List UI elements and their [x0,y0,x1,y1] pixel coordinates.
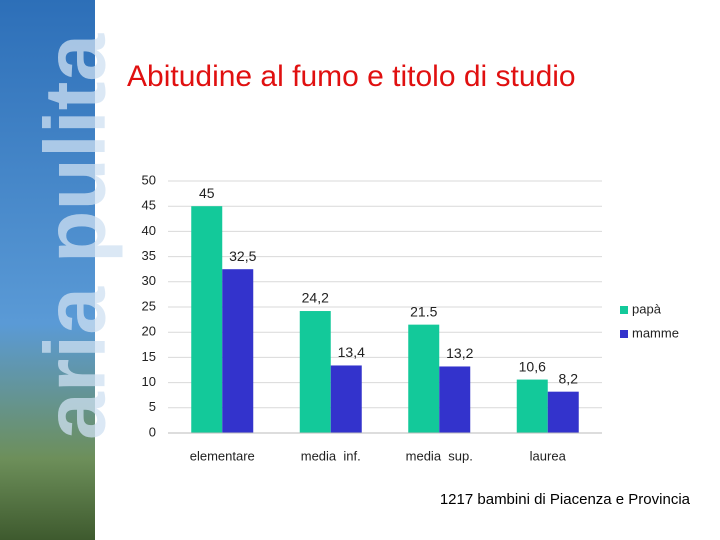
bar [330,365,362,433]
y-tick-label: 40 [142,223,156,238]
value-label: 24,2 [302,290,329,306]
y-tick-label: 20 [142,324,156,339]
value-label: 8,2 [559,370,579,386]
y-tick-label: 25 [142,298,156,313]
value-label: 13,2 [446,345,473,361]
y-tick-label: 0 [149,424,156,439]
sidebar-text: aria pulita [28,33,124,440]
annotation: 1217 bambini di Piacenza e Provincia [440,491,691,508]
value-label: 10,6 [519,358,546,374]
y-tick-label: 50 [142,172,156,187]
legend-label: papà [632,301,662,316]
value-label: 32,5 [229,248,256,264]
y-tick-label: 10 [142,374,156,389]
legend-swatch [620,306,628,314]
bar [222,269,254,433]
bar [191,206,223,433]
sidebar-background [0,0,95,540]
x-tick-label: media inf. [301,448,361,463]
x-tick-label: elementare [190,448,255,463]
y-tick-label: 5 [149,399,156,414]
y-tick-label: 30 [142,273,156,288]
value-label: 21.5 [410,303,437,319]
y-tick-label: 35 [142,248,156,263]
chart-title: Abitudine al fumo e titolo di studio [127,60,576,93]
x-tick-label: media sup. [406,448,473,463]
y-tick-label: 45 [142,198,156,213]
bar [547,391,579,433]
bar [408,324,440,433]
x-tick-label: laurea [530,448,567,463]
y-tick-label: 15 [142,349,156,364]
legend-swatch [620,330,628,338]
legend-label: mamme [632,325,679,340]
value-label: 13,4 [338,344,365,360]
value-label: 45 [199,185,215,201]
bar [299,311,331,433]
bar [439,366,471,433]
bar [516,379,548,433]
